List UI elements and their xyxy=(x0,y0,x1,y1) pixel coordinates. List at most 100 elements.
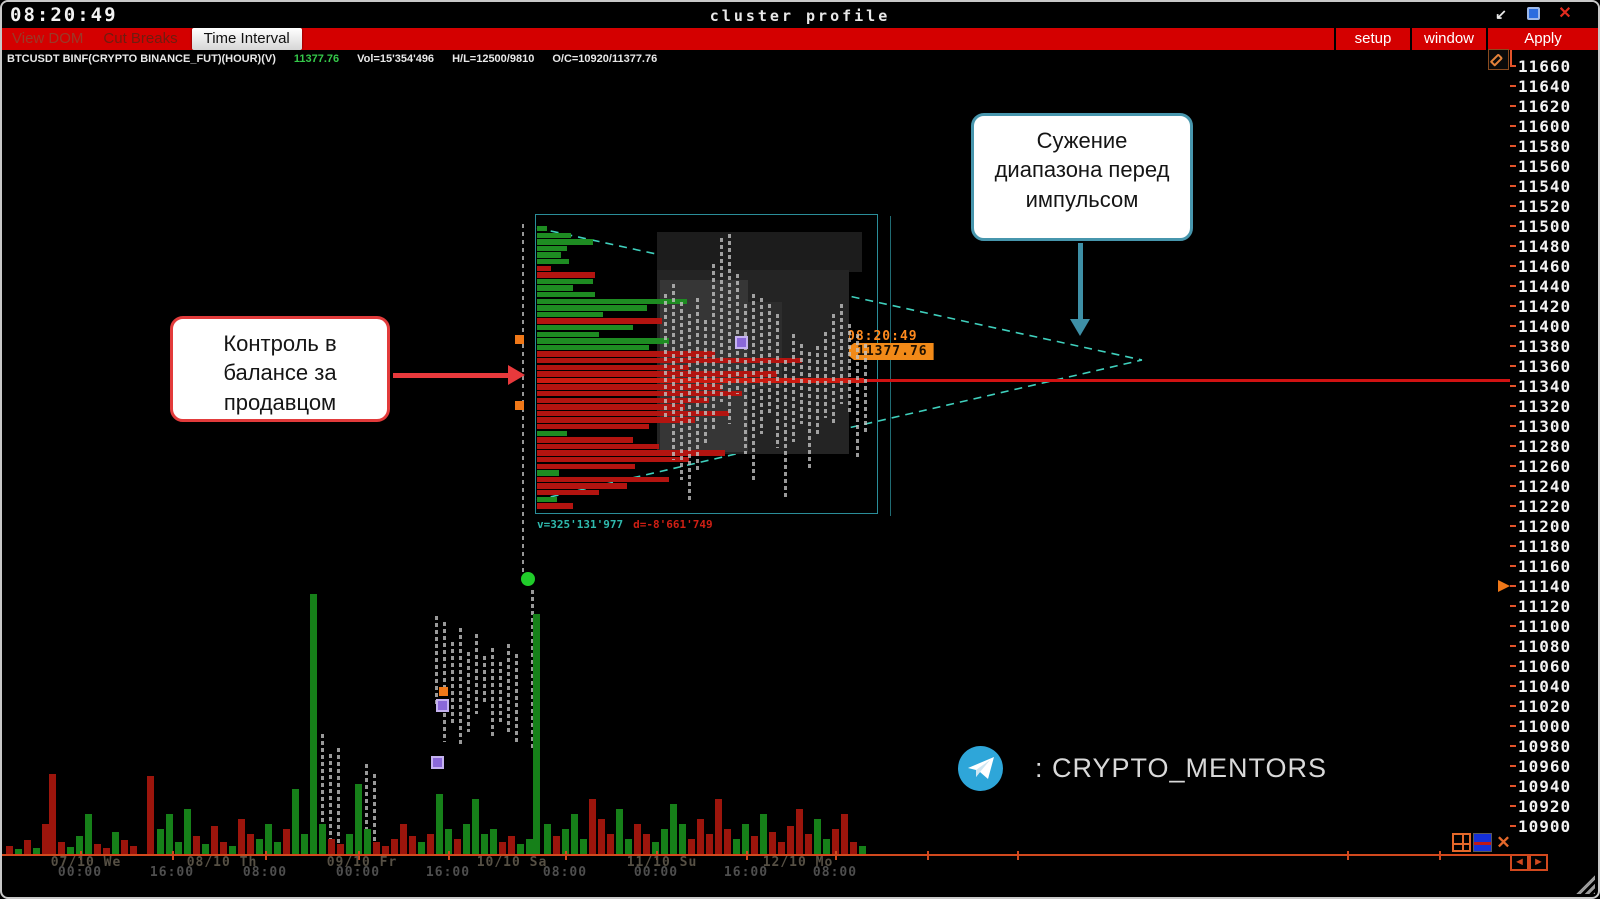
candle-column xyxy=(696,298,699,470)
time-cursor-line xyxy=(890,216,891,516)
price-tick xyxy=(1510,745,1516,747)
volume-bar xyxy=(121,840,128,854)
resize-grip[interactable] xyxy=(1573,872,1595,894)
minimize-icon[interactable]: ↙ xyxy=(1495,6,1507,22)
window-button[interactable]: window xyxy=(1410,28,1486,50)
price-label: 11600 xyxy=(1518,117,1572,136)
candle-column xyxy=(824,332,827,418)
volume-bar xyxy=(310,594,317,854)
profile-row xyxy=(537,443,659,450)
price-label: 11360 xyxy=(1518,357,1572,376)
price-label: 11180 xyxy=(1518,537,1572,556)
candle-column xyxy=(459,628,462,746)
volume-bar xyxy=(697,819,704,854)
volume-bar xyxy=(508,836,515,854)
current-price-line xyxy=(537,379,1510,382)
menu-item-time-interval[interactable]: Time Interval xyxy=(191,28,302,50)
time-tick xyxy=(80,851,82,860)
time-axis-date: 10/10 Sa xyxy=(476,855,548,870)
price-tick xyxy=(1510,545,1516,547)
profile-row xyxy=(537,259,569,265)
menu-item-view-dom[interactable]: View DOM xyxy=(12,30,84,47)
maximize-icon[interactable] xyxy=(1524,5,1542,23)
volume-bar xyxy=(625,839,632,854)
price-label: 11460 xyxy=(1518,257,1572,276)
profile-delta-stat: d=-8'661'749 xyxy=(633,518,713,531)
price-label: 11440 xyxy=(1518,277,1572,296)
volume-bar xyxy=(427,834,434,854)
time-axis-time: 00:00 xyxy=(335,865,381,880)
price-label: 11580 xyxy=(1518,137,1572,156)
price-tag-time: 08:20:49 xyxy=(847,329,918,344)
time-axis-date: 08/10 Th xyxy=(186,855,258,870)
dom-ladder-icon[interactable] xyxy=(1473,833,1492,852)
profile-row xyxy=(537,391,742,397)
volume-bar xyxy=(256,839,263,854)
price-tick xyxy=(1510,225,1516,227)
volume-bar xyxy=(229,846,236,854)
setup-button[interactable]: setup xyxy=(1334,28,1410,50)
time-tick xyxy=(927,851,929,860)
candle-column xyxy=(752,294,755,480)
price-tick xyxy=(1510,105,1516,107)
price-label: 11240 xyxy=(1518,477,1572,496)
price-tick xyxy=(1510,825,1516,827)
profile-row xyxy=(537,338,669,344)
expand-arrows-icon[interactable]: ✕ xyxy=(1496,833,1511,852)
profile-row xyxy=(537,463,635,469)
close-icon[interactable]: ✕ xyxy=(1558,5,1572,22)
profile-row xyxy=(537,417,695,423)
profile-row xyxy=(537,331,599,337)
purple-marker xyxy=(436,699,449,712)
volume-bar xyxy=(859,846,866,854)
volume-bar xyxy=(751,836,758,854)
candle-column xyxy=(720,238,723,402)
profile-row xyxy=(537,265,551,271)
scroll-right-button[interactable]: ► xyxy=(1529,854,1548,871)
apply-button[interactable]: Apply xyxy=(1486,28,1598,50)
instrument-info-bar: BTCUSDT BINF(CRYPTO BINANCE_FUT)(HOUR)(V… xyxy=(2,50,1598,67)
volume-bar xyxy=(265,824,272,854)
orange-marker xyxy=(439,687,448,696)
profile-row xyxy=(537,239,593,245)
profile-row xyxy=(537,298,687,304)
price-label: 10960 xyxy=(1518,757,1572,776)
candle-column xyxy=(451,642,454,724)
profile-row xyxy=(537,430,567,436)
scroll-left-button[interactable]: ◄ xyxy=(1510,854,1529,871)
time-tick xyxy=(172,851,174,860)
price-tag-tool-icon[interactable] xyxy=(1488,49,1509,70)
price-scale[interactable] xyxy=(1510,67,1598,854)
chart-area[interactable]: v=325'131'977 d=-8'661'749 08:20:49 11377… xyxy=(2,67,1510,854)
profile-row xyxy=(537,364,689,370)
right-callout-arrow-line xyxy=(1078,243,1083,320)
grid-layout-icon[interactable] xyxy=(1452,833,1471,852)
menu-item-cut-breaks[interactable]: Cut Breaks xyxy=(103,30,178,47)
volume-bar xyxy=(328,839,335,854)
volume-bar xyxy=(832,829,839,854)
profile-row xyxy=(537,503,573,509)
candle-column xyxy=(848,324,851,414)
profile-row xyxy=(537,437,633,443)
price-marker-arrow-icon xyxy=(1498,580,1510,592)
volume-bar xyxy=(382,846,389,854)
volume-bar xyxy=(643,834,650,854)
purple-marker xyxy=(431,756,444,769)
price-label: 11520 xyxy=(1518,197,1572,216)
volume-bar xyxy=(733,839,740,854)
volume-bar xyxy=(670,804,677,854)
volume-bar xyxy=(184,809,191,854)
volume-bar xyxy=(103,848,110,854)
volume-bar xyxy=(841,814,848,854)
candle-column xyxy=(704,320,707,444)
price-label: 11400 xyxy=(1518,317,1572,336)
title-bar: 08:20:49 cluster profile ↙ ✕ xyxy=(2,2,1598,28)
candle-column xyxy=(491,648,494,736)
candle-column xyxy=(712,264,715,432)
profile-row xyxy=(537,450,725,456)
profile-row xyxy=(537,457,689,463)
volume-bar xyxy=(166,814,173,854)
time-axis-line xyxy=(2,854,1548,856)
time-axis-time: 16:00 xyxy=(425,865,471,880)
high-low-stat: H/L=12500/9810 xyxy=(452,52,535,65)
